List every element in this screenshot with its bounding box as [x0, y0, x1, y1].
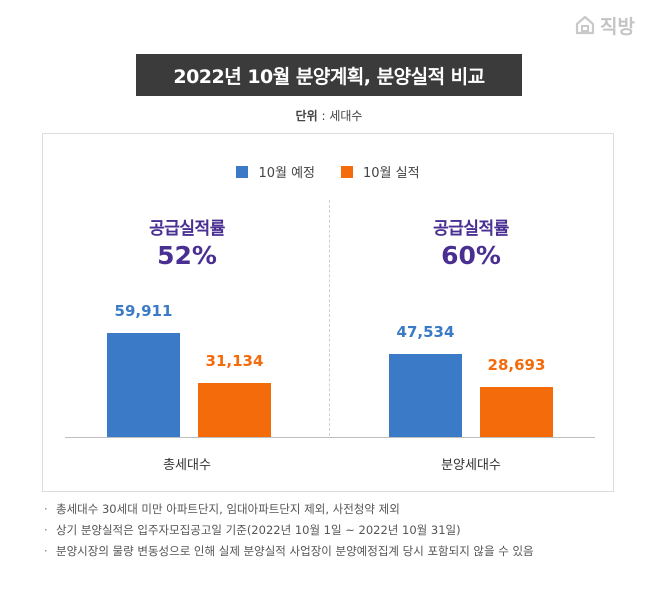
bar-total-planned: [107, 333, 180, 437]
legend-label-planned: 10월 예정: [258, 166, 315, 181]
unit-label: 단위: [295, 109, 318, 123]
legend-swatch-actual: [341, 165, 353, 178]
logo-text: 직방: [600, 15, 635, 38]
legend-swatch-planned: [236, 165, 249, 178]
value-label-total-planned: 59,911: [114, 302, 173, 320]
chart-baseline: [65, 437, 595, 438]
group-divider: [329, 200, 330, 436]
bar-total-actual: [198, 383, 271, 437]
value-label-sale-planned: 47,534: [396, 323, 455, 341]
legend: 10월 예정 10월 실적: [43, 162, 613, 181]
rate-sale-value: 60%: [441, 241, 501, 270]
chart-title: 2022년 10월 분양계획, 분양실적 비교: [136, 54, 522, 96]
footnote-3: 분양시장의 물량 변동성으로 인해 실제 분양실적 사업장이 분양예정집계 당시…: [42, 541, 534, 562]
value-label-total-actual: 31,134: [205, 352, 264, 370]
rate-sale-label: 공급실적률: [433, 219, 509, 239]
bar-sale-actual: [480, 387, 553, 437]
rate-total-value: 52%: [157, 241, 217, 270]
unit-caption: 단위 : 세대수: [0, 107, 658, 124]
rate-sale: 공급실적률 60%: [371, 214, 571, 270]
house-logo-icon: [575, 15, 595, 35]
rate-total: 공급실적률 52%: [87, 214, 287, 270]
legend-item-actual: 10월 실적: [341, 162, 420, 181]
zigbang-logo: 직방: [574, 10, 635, 40]
footnote-1: 총세대수 30세대 미만 아파트단지, 임대아파트단지 제외, 사전청약 제외: [42, 499, 534, 520]
chart-panel: 10월 예정 10월 실적 공급실적률 52% 공급실적률 60% 총세대수 분…: [42, 133, 614, 492]
unit-value: : 세대수: [317, 109, 363, 123]
rate-total-label: 공급실적률: [149, 219, 225, 239]
legend-item-planned: 10월 예정: [236, 162, 315, 181]
footnotes: 총세대수 30세대 미만 아파트단지, 임대아파트단지 제외, 사전청약 제외 …: [42, 499, 534, 562]
footnote-2: 상기 분양실적은 입주자모집공고일 기준(2022년 10월 1일 ~ 2022…: [42, 520, 534, 541]
value-label-sale-actual: 28,693: [487, 356, 546, 374]
legend-label-actual: 10월 실적: [363, 166, 420, 181]
category-label-total: 총세대수: [163, 458, 211, 473]
category-label-sale: 분양세대수: [441, 458, 501, 473]
bar-sale-planned: [389, 354, 462, 437]
